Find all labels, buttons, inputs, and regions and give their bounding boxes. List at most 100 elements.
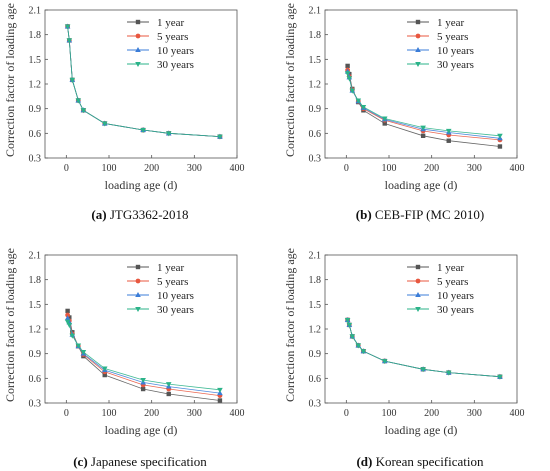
data-point xyxy=(80,108,87,114)
y-axis-label: Correction factor of loading age xyxy=(3,3,17,157)
data-point xyxy=(445,128,452,134)
series-line xyxy=(67,26,220,137)
chart-panel: 0.3 0.6 0.9 1.2 1.5 1.8 2.1 0 100 200 300 400 loadin… xyxy=(3,248,245,469)
legend-label: 30 years xyxy=(437,304,474,316)
x-tick-label: 0 xyxy=(64,408,69,419)
y-tick-label: 0.9 xyxy=(309,349,322,360)
chart-panel: 0.3 0.6 0.9 1.2 1.5 1.8 2.1 0 100 200 300 400 loadin… xyxy=(283,248,525,469)
data-point xyxy=(64,315,71,321)
y-tick-label: 1.5 xyxy=(309,300,322,311)
x-tick-label: 100 xyxy=(102,163,117,174)
data-point xyxy=(355,98,362,104)
y-tick-label: 0.9 xyxy=(29,349,42,360)
data-point xyxy=(65,308,70,314)
data-point xyxy=(381,359,388,365)
y-tick-label: 1.2 xyxy=(309,325,322,336)
legend-marker xyxy=(135,47,141,52)
data-point xyxy=(382,121,387,126)
legend-label: 10 years xyxy=(437,45,474,57)
y-tick-label: 1.8 xyxy=(309,30,322,41)
x-tick-label: 200 xyxy=(144,408,159,419)
legend-marker xyxy=(135,292,141,297)
x-tick-label: 400 xyxy=(510,163,525,174)
x-tick-label: 400 xyxy=(510,408,525,419)
x-tick-label: 200 xyxy=(424,163,439,174)
data-point xyxy=(217,398,223,403)
data-point xyxy=(420,133,426,138)
data-point xyxy=(497,374,503,380)
legend-marker xyxy=(135,62,141,67)
x-axis-label: loading age (d) xyxy=(105,423,178,437)
legend: 1 year 5 years 10 years 30 years xyxy=(127,262,194,316)
data-point xyxy=(101,366,108,372)
caption-letter: (d) xyxy=(356,454,372,469)
x-tick-label: 200 xyxy=(144,163,159,174)
x-tick-label: 0 xyxy=(344,163,349,174)
x-tick-label: 100 xyxy=(382,163,397,174)
legend-label: 30 years xyxy=(157,59,194,71)
caption-title: Korean specification xyxy=(372,454,484,469)
data-point xyxy=(355,343,362,349)
legend-label: 10 years xyxy=(437,290,474,302)
x-tick-label: 300 xyxy=(467,163,482,174)
x-tick-label: 100 xyxy=(102,408,117,419)
y-tick-label: 0.3 xyxy=(29,399,42,410)
series-line xyxy=(67,26,220,137)
chart-panel: 0.3 0.6 0.9 1.2 1.5 1.8 2.1 0 100 200 300 400 loadin… xyxy=(283,3,525,222)
legend-label: 1 year xyxy=(437,17,465,29)
data-point xyxy=(69,77,76,83)
y-tick-label: 1.5 xyxy=(29,300,42,311)
caption-letter: (b) xyxy=(356,207,372,222)
data-point xyxy=(349,88,356,94)
legend-marker xyxy=(135,33,141,39)
data-point xyxy=(349,334,356,340)
plot-frame xyxy=(44,254,238,404)
legend-label: 10 years xyxy=(157,290,194,302)
caption-letter: (c) xyxy=(73,454,87,469)
data-point xyxy=(75,343,82,349)
y-tick-label: 2.1 xyxy=(309,6,322,17)
legend-marker xyxy=(415,33,421,39)
legend-label: 30 years xyxy=(437,59,474,71)
caption-title: Japanese specification xyxy=(88,454,208,469)
x-tick-label: 400 xyxy=(230,408,245,419)
panel-caption: (a) JTG3362-2018 xyxy=(91,207,188,222)
data-point xyxy=(65,312,71,318)
legend-marker xyxy=(415,19,421,25)
chart-panel: 0.3 0.6 0.9 1.2 1.5 1.8 2.1 0 100 200 300 400 loadin… xyxy=(3,3,245,222)
data-point xyxy=(64,319,71,325)
data-point xyxy=(67,315,72,320)
legend-label: 1 year xyxy=(157,17,185,29)
data-point xyxy=(217,387,223,393)
y-tick-label: 1.2 xyxy=(29,325,42,336)
y-tick-label: 1.5 xyxy=(309,55,322,66)
data-point xyxy=(64,24,71,30)
data-point xyxy=(102,372,107,378)
y-tick-label: 0.3 xyxy=(309,154,322,165)
data-point xyxy=(80,350,87,356)
y-axis-label: Correction factor of loading age xyxy=(3,248,17,402)
x-axis-label: loading age (d) xyxy=(385,423,458,437)
x-tick-label: 200 xyxy=(424,408,439,419)
legend-marker xyxy=(415,307,421,312)
y-tick-label: 0.3 xyxy=(29,154,42,165)
y-tick-label: 0.9 xyxy=(309,104,322,115)
y-tick-label: 1.2 xyxy=(309,80,322,91)
data-point xyxy=(140,128,146,134)
x-tick-label: 0 xyxy=(344,408,349,419)
y-tick-label: 0.3 xyxy=(309,399,322,410)
legend-marker xyxy=(135,19,141,25)
x-tick-label: 400 xyxy=(230,163,245,174)
x-tick-label: 100 xyxy=(382,408,397,419)
data-point xyxy=(165,382,172,388)
data-point xyxy=(420,367,426,373)
x-tick-label: 300 xyxy=(187,163,202,174)
legend-marker xyxy=(415,62,421,67)
data-point xyxy=(360,105,367,111)
data-point xyxy=(420,125,426,131)
legend-marker xyxy=(415,264,421,270)
y-tick-label: 1.2 xyxy=(29,80,42,91)
x-axis-label: loading age (d) xyxy=(385,178,458,192)
x-axis-label: loading age (d) xyxy=(105,178,178,192)
